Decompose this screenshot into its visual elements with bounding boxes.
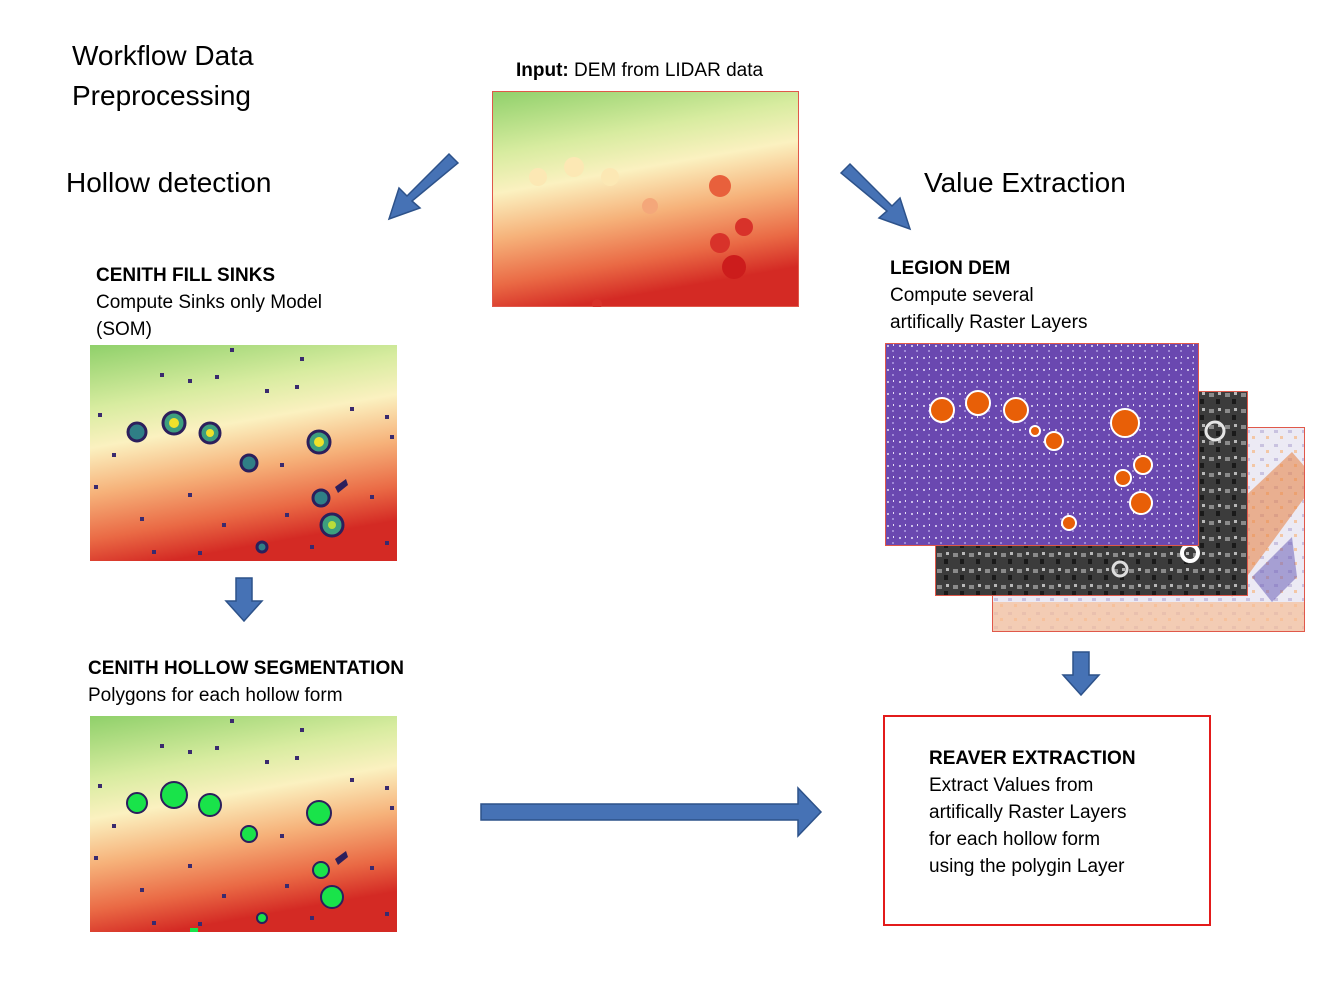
title-line-1: Workflow Data (72, 40, 254, 71)
raster-layer-1-image (885, 343, 1199, 546)
arrow-down-icon-right (1061, 651, 1101, 697)
hollow-segmentation-image (90, 716, 397, 932)
input-description: DEM from LIDAR data (568, 60, 764, 81)
reaver-extraction-box (883, 715, 1211, 926)
legion-dem-title: LEGION DEM (890, 258, 1011, 279)
arrow-down-icon (224, 577, 264, 623)
fill-sinks-line-1: Compute Sinks only Model (96, 292, 322, 313)
fill-sinks-caption: CENITH FILL SINKS Compute Sinks only Mod… (96, 262, 416, 343)
arrow-down-left-icon (387, 152, 460, 221)
fill-sinks-image (90, 345, 397, 561)
arrow-down-right-icon (839, 162, 912, 231)
value-extraction-heading: Value Extraction (924, 167, 1126, 198)
reaver-extraction-title: REAVER EXTRACTION (929, 748, 1136, 769)
hollow-segmentation-line-1: Polygons for each hollow form (88, 685, 343, 706)
reaver-line-2: artifically Raster Layers (929, 802, 1127, 823)
reaver-extraction-caption: REAVER EXTRACTION Extract Values from ar… (929, 745, 1199, 880)
fill-sinks-line-2: (SOM) (96, 319, 152, 340)
title-line-2: Preprocessing (72, 80, 251, 111)
input-caption: Input: DEM from LIDAR data (516, 57, 763, 84)
hollow-segmentation-caption: CENITH HOLLOW SEGMENTATION Polygons for … (88, 655, 428, 709)
legion-dem-caption: LEGION DEM Compute several artifically R… (890, 255, 1210, 336)
input-label: Input: (516, 60, 569, 81)
input-dem-image (492, 91, 799, 307)
arrow-right-icon (480, 786, 823, 838)
fill-sinks-title: CENITH FILL SINKS (96, 265, 276, 286)
diagram-title: Workflow Data Preprocessing (72, 36, 392, 116)
hollow-segmentation-title: CENITH HOLLOW SEGMENTATION (88, 658, 404, 679)
reaver-line-3: for each hollow form (929, 829, 1101, 850)
legion-dem-line-2: artifically Raster Layers (890, 312, 1088, 333)
reaver-line-1: Extract Values from (929, 775, 1094, 796)
hollow-detection-heading: Hollow detection (66, 167, 272, 198)
reaver-line-4: using the polygin Layer (929, 856, 1125, 877)
legion-dem-line-1: Compute several (890, 285, 1034, 306)
